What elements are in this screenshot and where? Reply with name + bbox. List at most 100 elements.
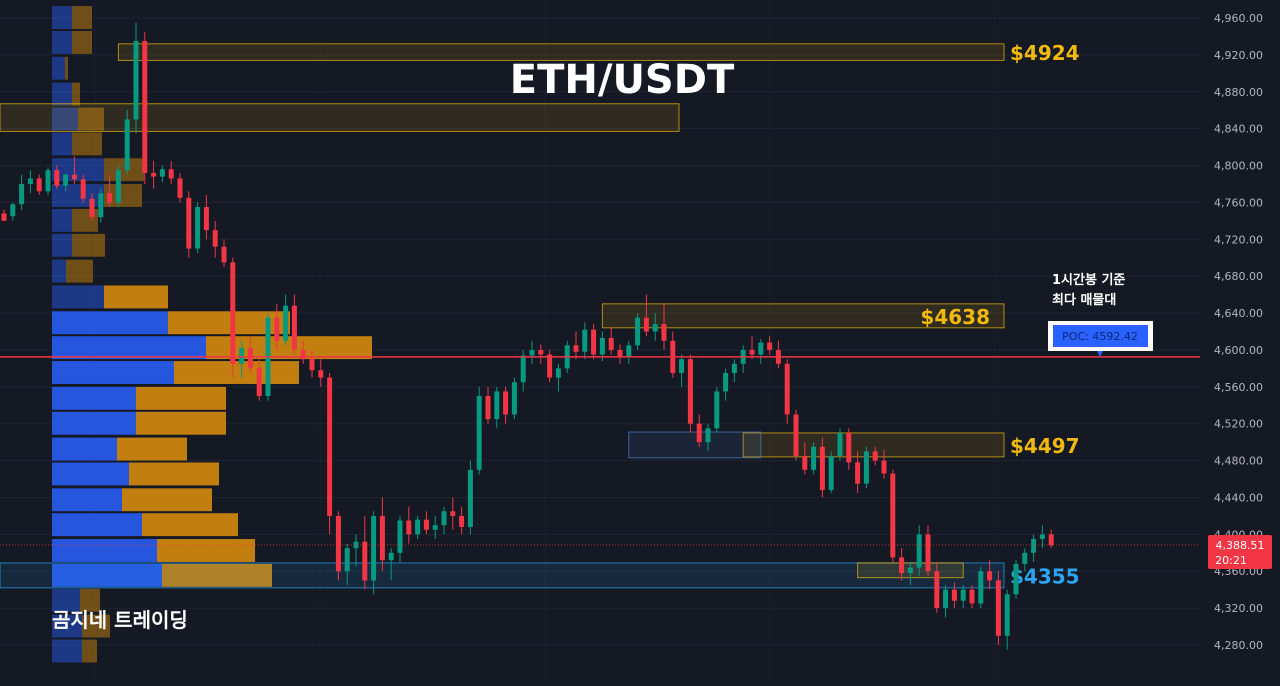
profile-sell-bar-1 [82, 614, 110, 638]
profile-sell-bar-10 [136, 386, 226, 410]
candle-83 [731, 359, 737, 383]
candle-32 [283, 294, 289, 346]
candle-body-5 [45, 170, 51, 192]
candle-body-99 [872, 451, 878, 461]
profile-sell-bar-8 [117, 437, 187, 461]
candle-13 [115, 165, 121, 208]
candle-66 [582, 322, 588, 360]
candle-body-100 [881, 460, 887, 474]
candle-72 [635, 313, 641, 350]
candle-body-113 [995, 580, 1001, 636]
candle-body-115 [1013, 563, 1019, 595]
candle-body-18 [159, 169, 165, 177]
candle-49 [432, 515, 438, 539]
candle-body-8 [71, 174, 77, 180]
axis-tick-6: 4,520.00 [1214, 418, 1263, 431]
candle-body-46 [406, 520, 412, 535]
profile-buy-bar-16 [52, 233, 72, 257]
candle-body-101 [890, 473, 896, 558]
candle-109 [960, 585, 966, 609]
candle-33 [291, 294, 297, 355]
candle-102 [899, 548, 905, 581]
poc-label[interactable]: POC: 4592.42 [1048, 321, 1153, 357]
candle-27 [239, 340, 245, 378]
profile-sell-bar-23 [65, 56, 68, 80]
profile-buy-bar-3 [52, 563, 162, 587]
watermark: 곰지네 트레이딩 [52, 608, 188, 632]
candle-body-118 [1039, 534, 1045, 539]
candle-81 [714, 386, 720, 433]
candle-body-104 [916, 534, 922, 568]
candle-31 [274, 303, 280, 350]
candle-body-79 [696, 423, 702, 443]
candle-7 [63, 172, 69, 192]
candle-body-62 [547, 354, 553, 378]
profile-buy-bar-7 [52, 462, 129, 486]
candle-38 [335, 511, 341, 581]
candle-body-98 [863, 451, 869, 484]
annotation-line-1: 1시간봉 기준 [1052, 272, 1125, 288]
candle-89 [784, 359, 790, 424]
candle-body-112 [987, 571, 993, 581]
candle-body-75 [661, 324, 667, 341]
candle-body-20 [177, 178, 183, 198]
current-price-tag[interactable]: 4,388.51 20:21 [1208, 534, 1272, 569]
candle-body-25 [221, 246, 227, 263]
candle-body-27 [239, 348, 245, 364]
candle-47 [415, 515, 421, 539]
profile-buy-bar-4 [52, 539, 157, 562]
candle-77 [679, 354, 685, 387]
current-price-text: 4,388.51 [1216, 539, 1265, 552]
profile-sell-bar-25 [72, 6, 92, 29]
candle-39 [344, 543, 350, 586]
candle-body-51 [450, 511, 456, 516]
candle-1 [10, 202, 16, 221]
candle-body-2 [19, 183, 25, 205]
profile-buy-bar-10 [52, 386, 136, 410]
candle-101 [890, 469, 896, 563]
candle-body-42 [371, 515, 377, 581]
candle-112 [987, 560, 993, 590]
profile-buy-bar-17 [52, 208, 72, 232]
candle-9 [80, 174, 86, 203]
candle-22 [195, 202, 201, 254]
axis-background [1200, 0, 1280, 682]
candle-8 [71, 156, 77, 184]
candle-body-40 [353, 541, 359, 549]
candle-69 [608, 326, 614, 355]
candle-67 [591, 324, 597, 360]
candle-body-81 [714, 391, 720, 429]
candle-body-117 [1031, 538, 1037, 553]
candle-17 [151, 160, 157, 189]
candle-body-67 [591, 329, 597, 355]
candle-body-34 [300, 349, 306, 360]
candle-65 [573, 331, 579, 360]
candle-body-106 [934, 571, 940, 609]
candle-body-80 [705, 428, 711, 443]
candle-body-26 [230, 262, 236, 364]
candle-body-13 [115, 170, 121, 203]
candle-body-14 [124, 119, 130, 171]
candle-body-94 [828, 455, 834, 491]
candle-body-69 [608, 337, 614, 350]
candle-36 [318, 359, 324, 387]
candle-18 [159, 165, 165, 183]
candle-body-91 [802, 455, 808, 470]
candle-62 [547, 349, 553, 383]
candle-60 [529, 340, 535, 364]
candle-body-37 [327, 377, 333, 516]
candle-body-17 [151, 172, 157, 177]
price-axis[interactable]: 4,280.004,320.004,360.004,400.004,440.00… [1200, 0, 1280, 682]
zone-label-2: $4638 [920, 305, 990, 329]
candle-111 [978, 566, 984, 609]
candle-104 [916, 525, 922, 576]
profile-sell-bar-12 [206, 336, 372, 360]
candle-body-86 [758, 342, 764, 355]
candle-body-11 [98, 193, 104, 218]
candle-body-12 [107, 193, 113, 203]
candle-80 [705, 423, 711, 452]
candle-body-41 [362, 541, 368, 581]
candle-63 [555, 363, 561, 392]
candle-95 [837, 428, 843, 461]
